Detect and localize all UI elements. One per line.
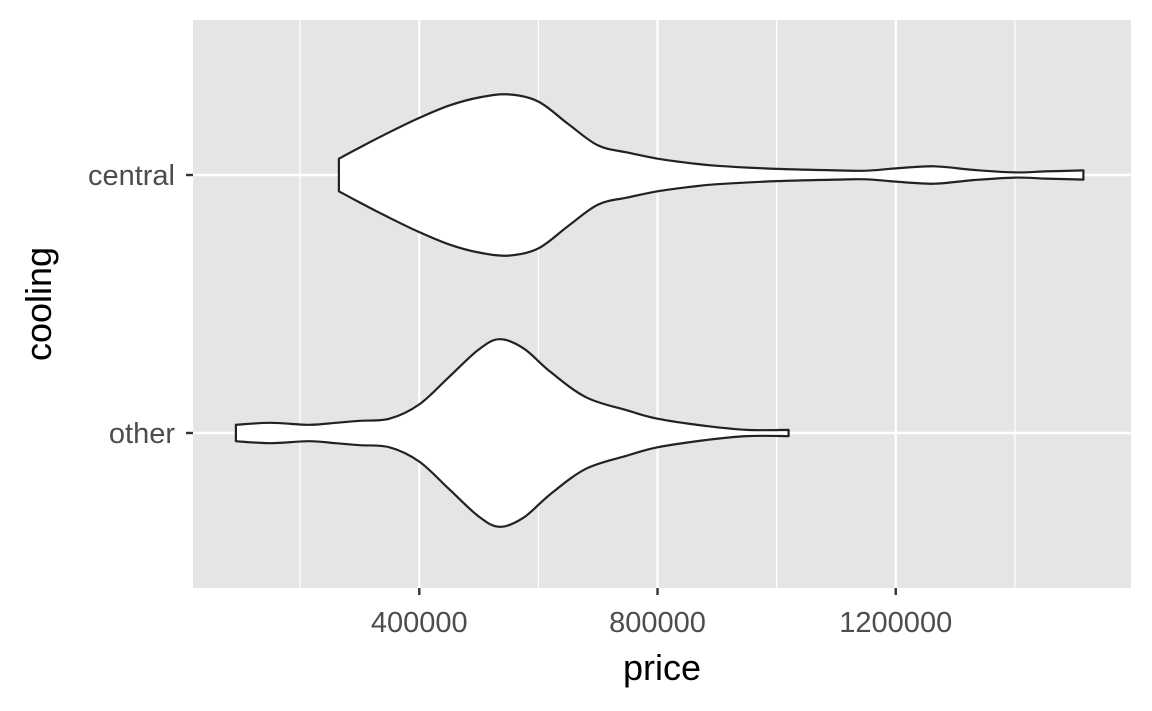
x-axis-title: price [623, 647, 701, 688]
y-axis-title: cooling [18, 247, 59, 361]
violin-central [337, 93, 1085, 257]
violin-other [234, 338, 790, 528]
x-tick-label: 800000 [609, 607, 706, 639]
y-tick-label: other [109, 418, 175, 450]
y-tick-label: central [88, 160, 175, 192]
plot-panel [193, 20, 1131, 588]
axes: 400000 800000 1200000 central other [88, 160, 952, 639]
violins [234, 93, 1085, 528]
x-tick-label: 400000 [371, 607, 468, 639]
x-tick-label: 1200000 [839, 607, 952, 639]
